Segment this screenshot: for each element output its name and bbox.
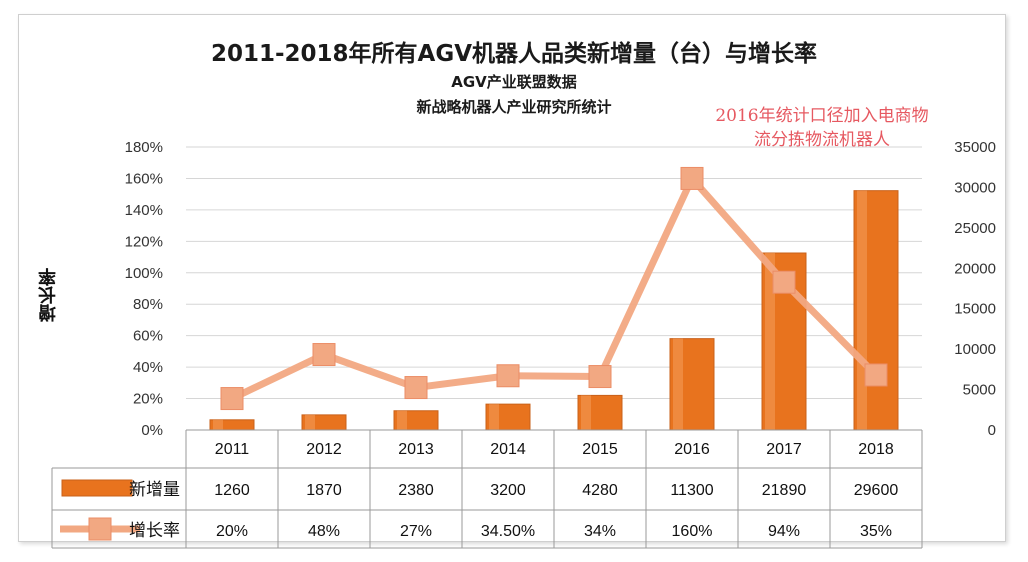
growth-value-label: 34% (584, 523, 616, 540)
right-axis-tick-label: 25000 (954, 220, 996, 237)
growth-marker-2013 (404, 376, 428, 400)
growth-marker-2014 (496, 364, 520, 388)
left-axis-tick-label: 120% (125, 233, 163, 250)
bar-highlight (397, 410, 407, 430)
legend-swatch-bar (61, 479, 133, 497)
annotation-note: 2016年统计口径加入电商物流分拣物流机器人 (715, 106, 929, 150)
legend-label-line: 增长率 (129, 521, 180, 541)
left-axis-tick-label: 160% (125, 170, 163, 187)
chart-subtitle-line-1: AGV产业联盟数据 (451, 73, 577, 91)
right-axis-tick-label: 5000 (963, 382, 996, 399)
bar-highlight (857, 190, 867, 430)
growth-value-label: 94% (768, 523, 800, 540)
growth-value-label: 160% (672, 523, 713, 540)
category-label: 2016 (674, 441, 710, 458)
growth-value-label: 48% (308, 523, 340, 540)
bar-highlight (489, 404, 499, 430)
bar-value-label: 21890 (762, 482, 807, 499)
bar-value-label: 3200 (490, 482, 526, 499)
left-axis-tick-label: 40% (133, 359, 163, 376)
right-axis-tick-label: 20000 (954, 260, 996, 277)
category-label: 2018 (858, 441, 894, 458)
growth-marker-2018 (864, 363, 888, 387)
growth-value-label: 20% (216, 523, 248, 540)
bar-value-label: 11300 (670, 482, 713, 499)
category-label: 2014 (490, 441, 526, 458)
left-axis-tick-label: 180% (125, 139, 163, 156)
category-label: 2011 (215, 441, 250, 458)
bar-highlight (765, 253, 775, 430)
growth-marker-2015 (588, 365, 612, 389)
left-axis-tick-label: 20% (133, 391, 163, 408)
growth-marker-2012 (312, 343, 336, 367)
bar-value-label: 29600 (854, 482, 899, 499)
category-label: 2015 (582, 441, 618, 458)
bar-highlight (213, 419, 223, 430)
left-axis-tick-label: 80% (133, 296, 163, 313)
chart-frame (18, 14, 1006, 542)
bar-highlight (305, 414, 315, 430)
growth-marker-2011 (220, 387, 244, 411)
left-axis-tick-label: 0% (141, 422, 163, 439)
right-axis-tick-label: 0 (988, 422, 996, 439)
bar-value-label: 1870 (306, 482, 342, 499)
right-axis-tick-label: 30000 (954, 179, 996, 196)
chart-title: 2011-2018年所有AGV机器人品类新增量（台）与增长率 (210, 41, 818, 67)
legend-swatch-marker (88, 517, 112, 541)
category-label: 2017 (766, 441, 802, 458)
right-axis-tick-label: 10000 (954, 341, 996, 358)
category-label: 2013 (398, 441, 434, 458)
growth-value-label: 27% (400, 523, 432, 540)
chart-subtitle-line-2: 新战略机器人产业研究所统计 (416, 98, 612, 116)
bar-highlight (673, 338, 683, 430)
growth-marker-2017 (772, 270, 796, 294)
bar-highlight (581, 395, 591, 430)
category-label: 2012 (306, 441, 342, 458)
left-axis-tick-label: 60% (133, 328, 163, 345)
growth-value-label: 35% (860, 523, 892, 540)
growth-line (230, 174, 879, 402)
growth-marker-2016 (680, 166, 704, 190)
bar-value-label: 4280 (582, 482, 618, 499)
left-axis-tick-label: 100% (125, 265, 163, 282)
right-axis-tick-label: 35000 (954, 139, 996, 156)
right-axis-tick-label: 15000 (954, 301, 996, 318)
left-axis-tick-label: 140% (125, 202, 163, 219)
legend-label-bar: 新增量 (129, 480, 180, 500)
growth-value-label: 34.50% (481, 523, 535, 540)
bar-value-label: 1260 (214, 482, 250, 499)
bar-value-label: 2380 (398, 482, 434, 499)
